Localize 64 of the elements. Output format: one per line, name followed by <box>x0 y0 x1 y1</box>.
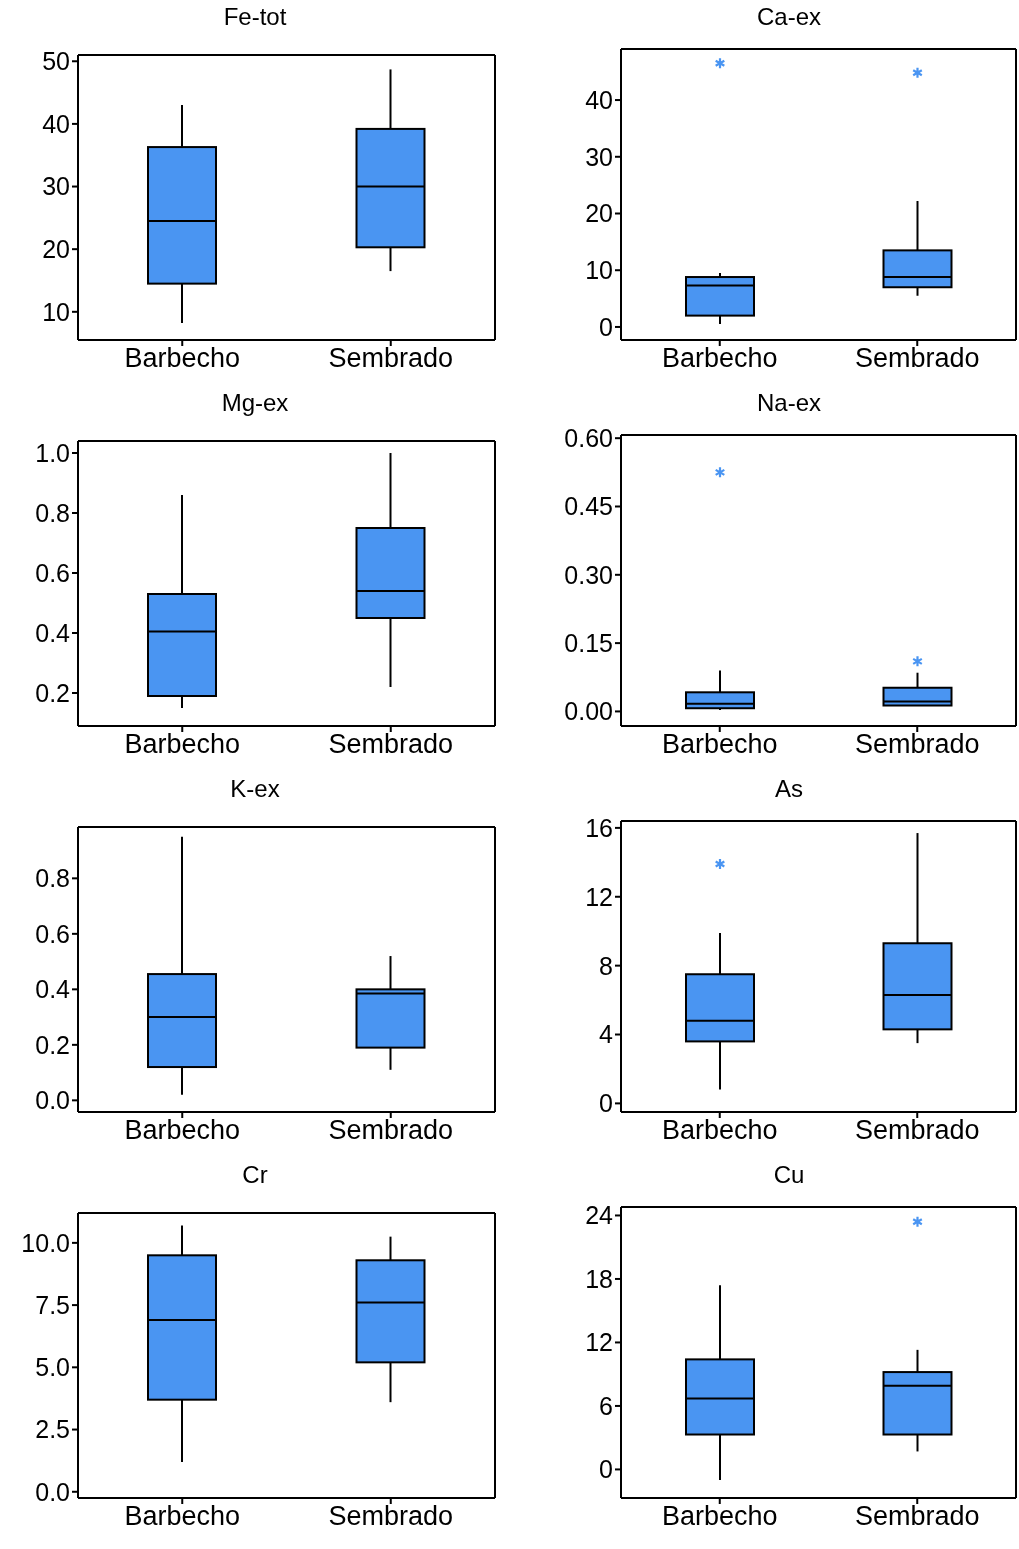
x-tick-label: Sembrado <box>328 1115 454 1146</box>
y-tick-label: 0.2 <box>35 1030 70 1059</box>
y-tick-label: 0.15 <box>564 628 613 657</box>
x-tick-label: Sembrado <box>854 343 980 374</box>
chart-title: Cu <box>772 1160 806 1190</box>
y-tick-label: 10 <box>585 256 613 285</box>
x-tick-label: Barbecho <box>124 729 241 760</box>
x-tick-label: Sembrado <box>854 1501 980 1532</box>
y-tick-label: 30 <box>585 142 613 171</box>
chart-title: Na-ex <box>756 388 822 418</box>
y-tick-label: 1.0 <box>35 438 70 467</box>
chart-title: Ca-ex <box>756 2 822 32</box>
x-tick-label: Barbecho <box>661 729 778 760</box>
x-tick-label: Barbecho <box>661 1501 778 1532</box>
x-tick-label: Sembrado <box>854 1115 980 1146</box>
x-tick-label: Sembrado <box>854 729 980 760</box>
x-tick-label: Barbecho <box>124 1501 241 1532</box>
y-tick-label: 0 <box>599 312 613 341</box>
y-tick-label: 0 <box>599 1455 613 1484</box>
chart-title: Fe-tot <box>222 2 288 32</box>
y-tick-label: 0.8 <box>35 498 70 527</box>
y-tick-label: 0.30 <box>564 560 613 589</box>
y-tick-label: 12 <box>585 882 613 911</box>
y-tick-label: 7.5 <box>35 1290 70 1319</box>
y-tick-label: 50 <box>42 47 70 76</box>
chart-title: Cr <box>241 1160 269 1190</box>
y-tick-label: 0.0 <box>35 1477 70 1506</box>
y-tick-label: 0.60 <box>564 424 613 453</box>
x-tick-label: Barbecho <box>124 343 241 374</box>
y-tick-label: 0.0 <box>35 1086 70 1115</box>
y-tick-label: 24 <box>585 1201 614 1230</box>
y-tick-label: 6 <box>599 1391 613 1420</box>
y-tick-label: 0.6 <box>35 919 70 948</box>
y-tick-label: 40 <box>585 85 613 114</box>
chart-title: As <box>774 774 804 804</box>
y-tick-label: 16 <box>585 813 613 842</box>
y-tick-label: 30 <box>42 172 70 201</box>
x-tick-label: Barbecho <box>124 1115 241 1146</box>
y-tick-label: 0.8 <box>35 864 70 893</box>
y-tick-label: 0.00 <box>564 697 613 726</box>
y-tick-label: 0 <box>599 1089 613 1118</box>
y-tick-label: 2.5 <box>35 1415 70 1444</box>
y-tick-label: 0.2 <box>35 678 70 707</box>
y-tick-label: 18 <box>585 1264 613 1293</box>
y-tick-label: 0.45 <box>564 492 613 521</box>
x-tick-label: Barbecho <box>661 1115 778 1146</box>
x-tick-label: Barbecho <box>661 343 778 374</box>
chart-title: Mg-ex <box>220 388 290 418</box>
x-tick-label: Sembrado <box>328 1501 454 1532</box>
x-tick-label: Sembrado <box>328 729 454 760</box>
y-tick-label: 0.6 <box>35 558 70 587</box>
y-tick-label: 10 <box>42 297 70 326</box>
y-tick-label: 0.4 <box>35 618 71 647</box>
y-tick-label: 40 <box>42 109 70 138</box>
x-tick-label: Sembrado <box>328 343 454 374</box>
y-tick-label: 5.0 <box>35 1353 70 1382</box>
y-tick-label: 8 <box>599 951 613 980</box>
y-tick-label: 20 <box>42 235 70 264</box>
y-tick-label: 4 <box>599 1020 614 1049</box>
y-tick-label: 20 <box>585 199 613 228</box>
y-tick-label: 12 <box>585 1328 613 1357</box>
chart-title: K-ex <box>229 774 281 804</box>
y-tick-label: 10.0 <box>21 1228 70 1257</box>
y-tick-label: 0.4 <box>35 975 71 1004</box>
